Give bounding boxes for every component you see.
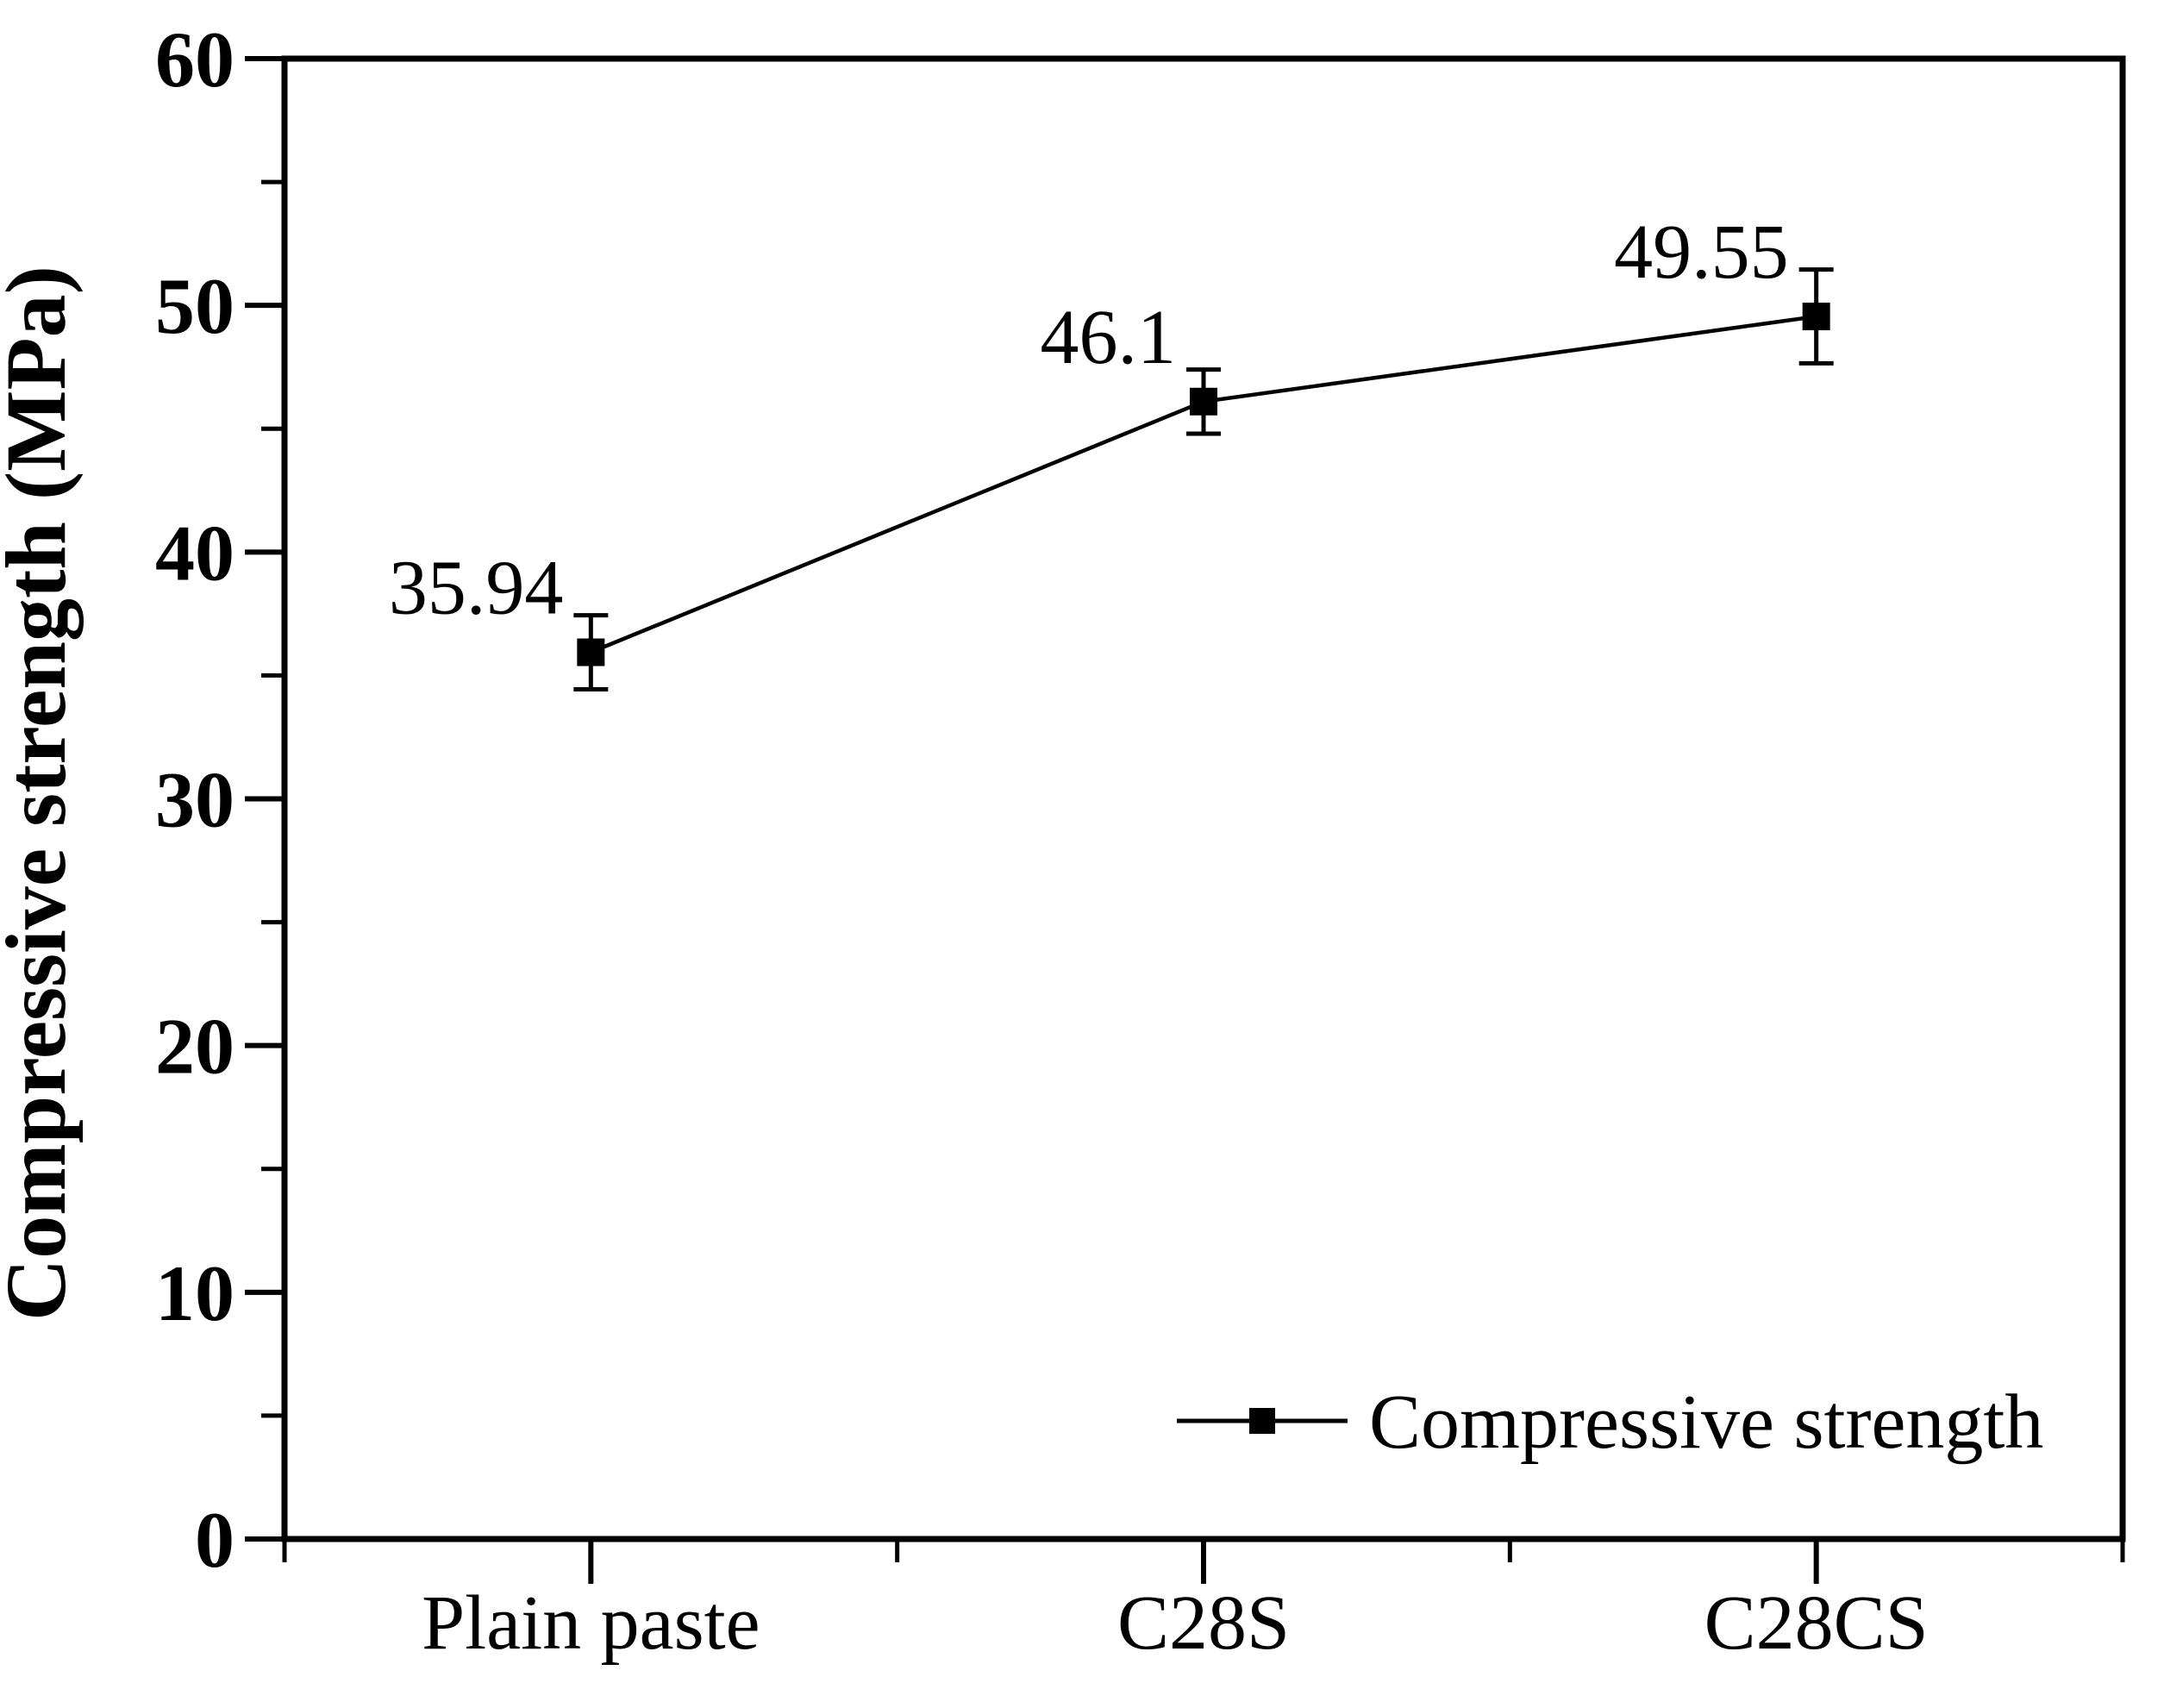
x-axis-category-label: C28S	[1117, 1580, 1290, 1666]
data-point-label: 46.1	[1041, 295, 1177, 380]
series-line	[590, 314, 1817, 654]
y-axis-title: Compressive strength (MPa)	[0, 266, 84, 1321]
legend-entry-label: Compressive strength	[1369, 1380, 2043, 1465]
y-axis-tick-label: 30	[155, 756, 235, 844]
plot-border	[281, 55, 2126, 1542]
data-point-marker	[1802, 303, 1830, 331]
x-axis-category-label: C28CS	[1704, 1580, 1929, 1666]
data-point-label: 35.94	[389, 546, 564, 631]
legend-marker-icon	[1249, 1408, 1275, 1434]
y-axis-tick-label: 10	[155, 1249, 235, 1337]
data-point-marker	[577, 638, 605, 666]
y-axis-tick-label: 60	[155, 16, 235, 103]
data-point-label: 49.55	[1614, 210, 1789, 295]
plot-area: 0 10 20 30 40 50 60 Plain paste C28S C28CS Compres…	[0, 16, 2126, 1666]
y-axis-tick-label: 50	[155, 262, 235, 350]
y-axis-tick-label: 40	[155, 509, 235, 597]
y-axis-tick-label: 20	[155, 1003, 235, 1091]
data-point-marker	[1190, 387, 1217, 416]
y-axis-tick-label: 0	[195, 1496, 235, 1584]
x-axis-category-label: Plain paste	[422, 1580, 760, 1666]
